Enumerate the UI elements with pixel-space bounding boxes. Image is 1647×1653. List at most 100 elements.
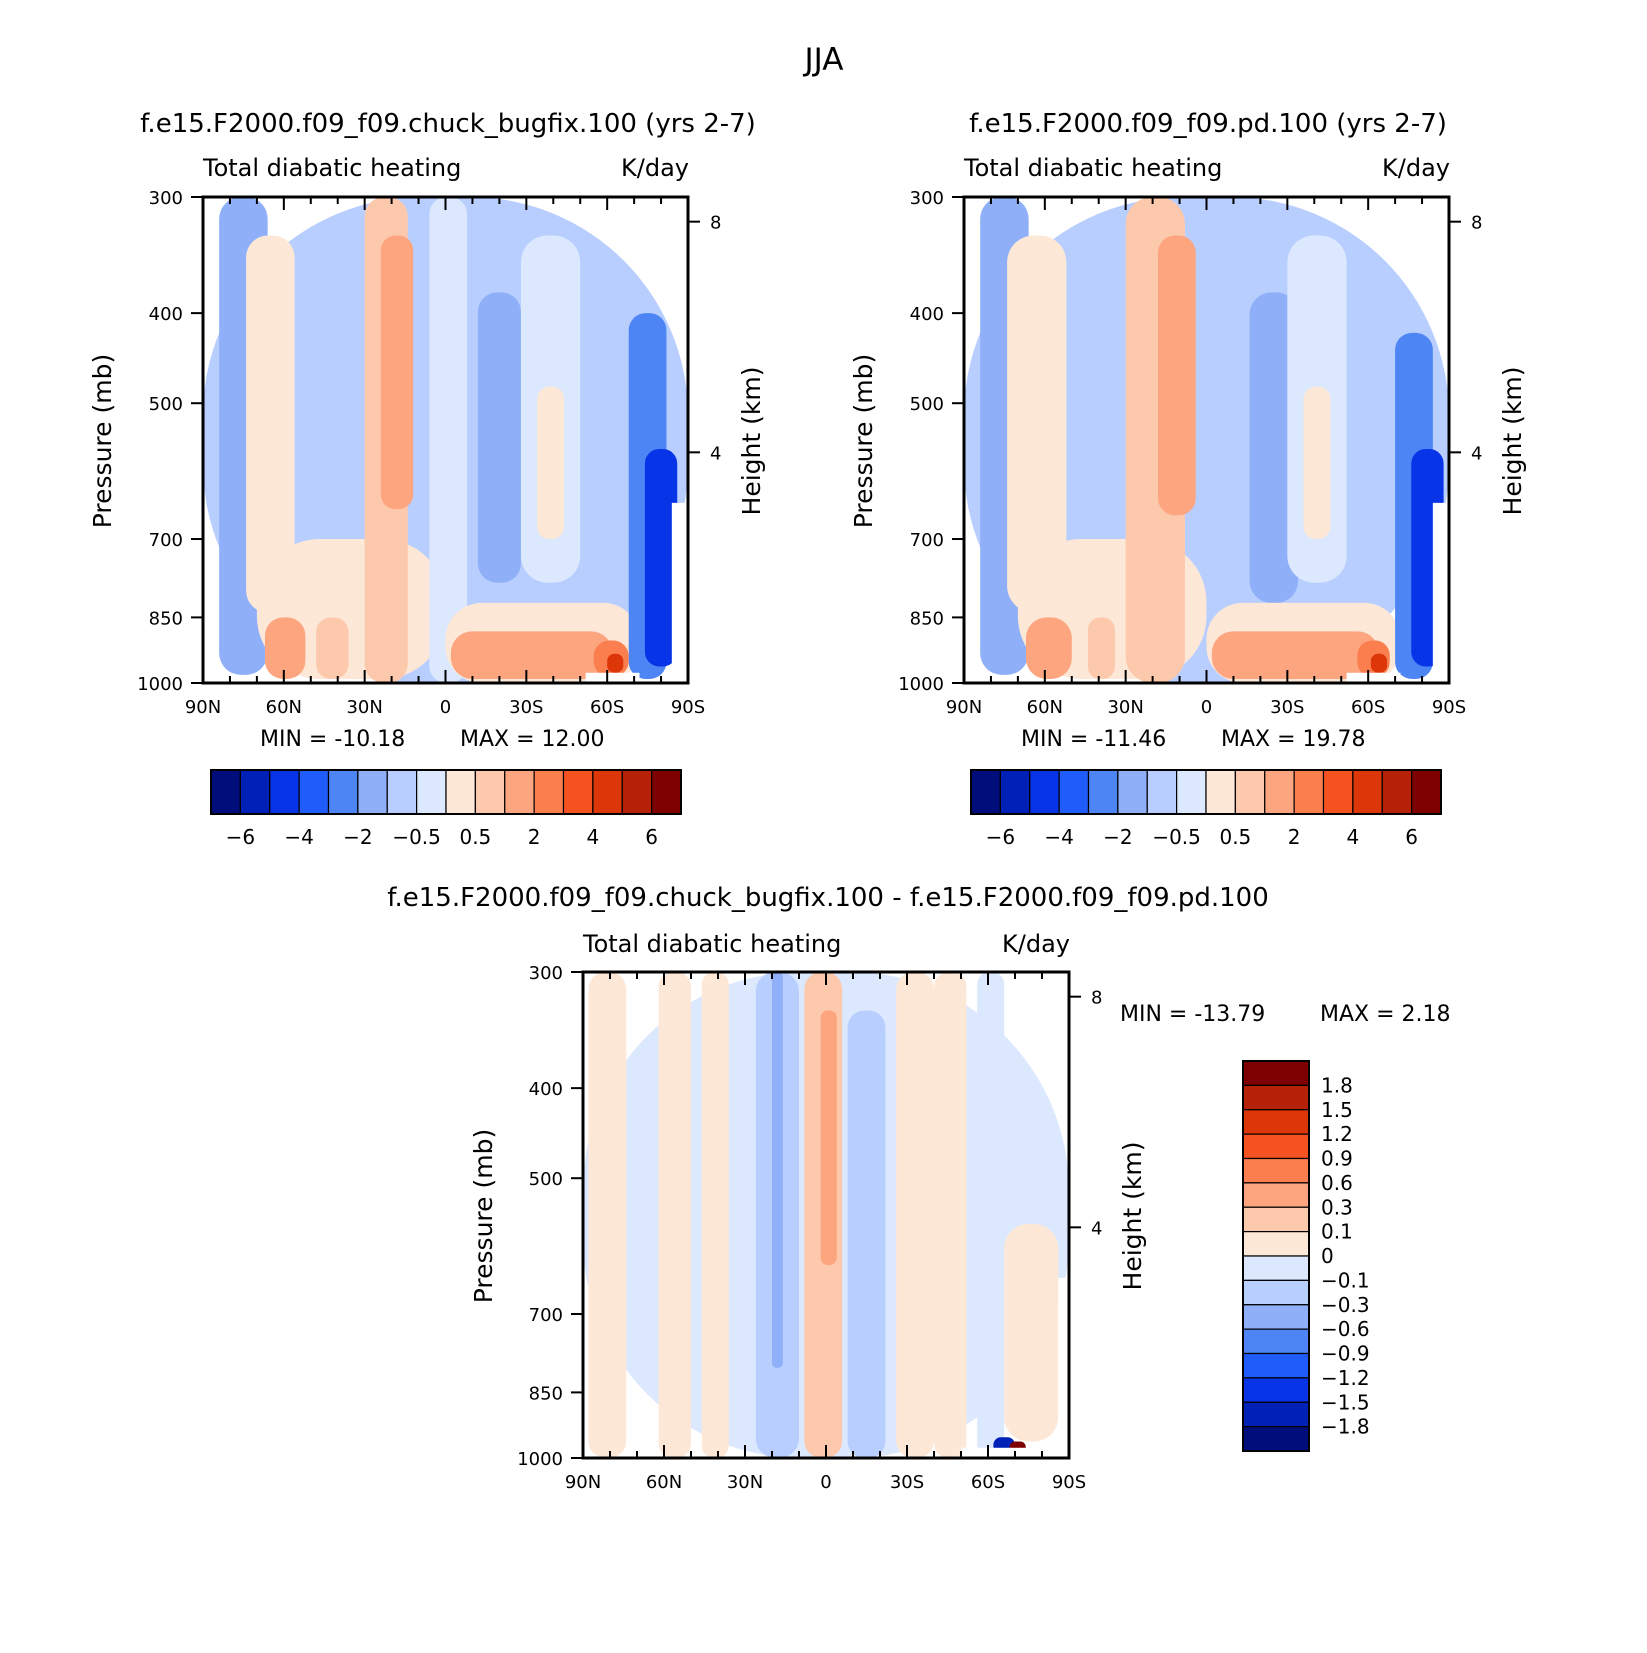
panel-pd: f.e15.F2000.f09_f09.pd.100 (yrs 2-7) Tot…: [849, 109, 1527, 849]
x-tick-label: 60N: [266, 697, 302, 718]
contour-region: [1158, 235, 1196, 516]
contour-region: [1087, 617, 1115, 679]
missing-data-mask: [671, 502, 688, 683]
colorbar-box: [1242, 1133, 1310, 1160]
x-tick-label: 30S: [1270, 697, 1304, 718]
y-tick-label: 400: [529, 1079, 563, 1100]
x-tick-label: 90N: [185, 697, 221, 718]
x-tick-label: 90S: [671, 697, 705, 718]
contour-region: [977, 972, 1005, 1458]
contour-region: [450, 631, 613, 679]
colorbar-box: [416, 769, 447, 815]
x-tick-label: 30S: [890, 1472, 924, 1493]
colorbar-box: [1242, 1401, 1310, 1428]
colorbar-box: [1242, 1304, 1310, 1330]
y2-tick-label: 4: [1471, 443, 1482, 464]
colorbar-label: −0.9: [1321, 1342, 1370, 1366]
colorbar-box: [239, 769, 271, 815]
panel-left-label: Total diabatic heating: [582, 930, 841, 958]
colorbar-box: [970, 769, 1001, 815]
colorbar-label: 2: [1288, 825, 1301, 849]
y2-axis-label: Height (km): [737, 367, 766, 516]
colorbar-label: −4: [1044, 825, 1073, 849]
panel-units-label: K/day: [621, 154, 689, 182]
contour-region: [537, 386, 565, 540]
colorbar-box: [474, 769, 506, 815]
x-tick-label: 60S: [590, 697, 624, 718]
contour-region: [644, 448, 678, 667]
y-tick-label: 500: [149, 394, 183, 415]
contour-region: [380, 235, 414, 510]
colorbar-box: [1117, 769, 1148, 815]
colorbar-box: [1242, 1328, 1310, 1355]
colorbar-box: [1264, 769, 1295, 815]
colorbar-box: [1205, 769, 1236, 815]
x-tick-label: 90S: [1432, 697, 1466, 718]
contour-region: [1004, 1223, 1059, 1442]
colorbar-box: [1411, 769, 1442, 815]
contour-region: [1370, 653, 1388, 673]
colorbar-box: [1242, 1255, 1310, 1281]
contour-field: [583, 972, 1069, 1458]
x-tick-label: 30N: [1107, 697, 1143, 718]
colorbar-box: [1352, 769, 1383, 815]
colorbar-label: 0.6: [1321, 1171, 1353, 1195]
colorbar-box: [1293, 769, 1325, 815]
x-tick-label: 60S: [971, 1472, 1005, 1493]
contour-region: [896, 972, 934, 1458]
colorbar-label: −2: [1103, 825, 1132, 849]
contour-region: [772, 972, 783, 1368]
y-tick-label: 1000: [137, 674, 183, 695]
contour-region: [1303, 386, 1331, 540]
missing-data-mask: [1346, 672, 1401, 683]
y-tick-label: 300: [529, 963, 563, 984]
y-tick-label: 850: [149, 608, 183, 629]
colorbar-box: [1176, 769, 1207, 815]
colorbar-label: −0.5: [1152, 825, 1201, 849]
y-tick-label: 700: [910, 530, 944, 551]
colorbar-label: 1.2: [1321, 1122, 1353, 1146]
y-tick-label: 850: [910, 608, 944, 629]
colorbar-box: [1058, 769, 1090, 815]
x-tick-label: 0: [1201, 697, 1212, 718]
contour-region: [934, 972, 967, 1458]
colorbar-label: 2: [528, 825, 541, 849]
contour-region: [1249, 292, 1299, 603]
colorbar-box: [210, 769, 241, 815]
contour-field: [964, 197, 1449, 683]
colorbar-box: [269, 769, 300, 815]
y-tick-label: 1000: [517, 1449, 563, 1470]
panel-title: f.e15.F2000.f09_f09.pd.100 (yrs 2-7): [969, 109, 1447, 139]
colorbar-box: [357, 769, 388, 815]
y-axis-label: Pressure (mb): [88, 354, 117, 528]
colorbar-label: 6: [1405, 825, 1418, 849]
contour-region: [246, 235, 295, 613]
panel-units-label: K/day: [1382, 154, 1450, 182]
colorbar-label: −1.2: [1321, 1366, 1370, 1390]
y2-tick-label: 4: [1091, 1218, 1102, 1239]
y-tick-label: 500: [529, 1169, 563, 1190]
x-tick-label: 60N: [646, 1472, 682, 1493]
colorbar-box: [1242, 1206, 1310, 1233]
panel-units-label: K/day: [1002, 930, 1070, 958]
missing-data-mask: [1432, 502, 1449, 683]
colorbar-frame: [970, 769, 1442, 815]
contour-region: [477, 292, 521, 583]
contour-field: [203, 197, 688, 683]
contour-region: [264, 617, 306, 679]
x-tick-label: 60N: [1027, 697, 1063, 718]
colorbar-box: [1242, 1426, 1310, 1452]
panel-left-label: Total diabatic heating: [202, 154, 461, 182]
x-tick-label: 30S: [509, 697, 543, 718]
colorbar-box: [386, 769, 418, 815]
colorbar-label: 1.8: [1321, 1073, 1353, 1097]
colorbar-box: [1234, 769, 1266, 815]
x-tick-label: 90S: [1052, 1472, 1086, 1493]
colorbar-box: [1242, 1352, 1310, 1379]
colorbar-box: [1242, 1109, 1310, 1135]
colorbar-label: −0.6: [1321, 1317, 1370, 1341]
panel-title: f.e15.F2000.f09_f09.chuck_bugfix.100 (yr…: [140, 109, 756, 139]
figure-title: JJA: [803, 42, 844, 78]
colorbar-box: [1242, 1060, 1310, 1086]
